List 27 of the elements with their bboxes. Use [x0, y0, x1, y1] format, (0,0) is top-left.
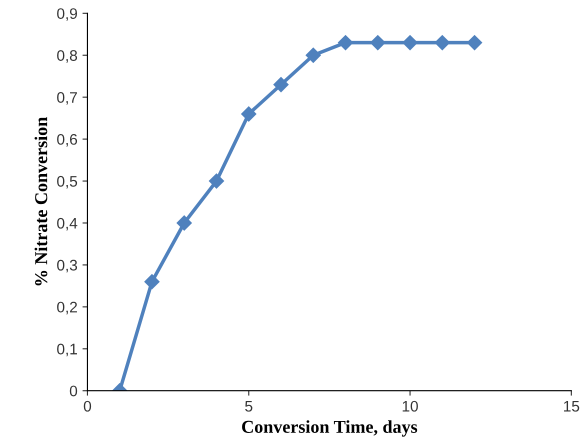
- point: [338, 35, 354, 50]
- y-tick-label: 0: [70, 386, 78, 396]
- y-tick-label: 0,5: [57, 176, 78, 189]
- y-tick-label: 0,4: [57, 218, 78, 230]
- point: [434, 35, 450, 50]
- y-tick-label: 0,2: [57, 302, 77, 314]
- y-tick-label: 0,6: [57, 134, 78, 147]
- x-tick-label: 15: [564, 401, 580, 412]
- point: [241, 106, 256, 122]
- point: [144, 274, 160, 290]
- x-axis-title: Conversion Time, days: [242, 420, 418, 437]
- point: [306, 48, 321, 63]
- y-tick-label: 0,9: [57, 8, 78, 21]
- point: [176, 215, 192, 231]
- point: [208, 173, 224, 189]
- x-tick-label: 0: [84, 400, 92, 412]
- y-tick-label: 0,8: [57, 50, 78, 63]
- point: [273, 77, 289, 92]
- y-tick-label: 0,7: [57, 92, 77, 105]
- x-tick-label: 5: [245, 401, 252, 412]
- y-tick-label: 0,1: [57, 344, 77, 356]
- point: [370, 35, 386, 50]
- point: [466, 35, 482, 50]
- y-tick-label: 0,3: [57, 260, 78, 272]
- x-tick-label: 10: [402, 400, 418, 412]
- point: [402, 35, 418, 50]
- y-axis-title: % Nitrate Conversion: [34, 117, 48, 286]
